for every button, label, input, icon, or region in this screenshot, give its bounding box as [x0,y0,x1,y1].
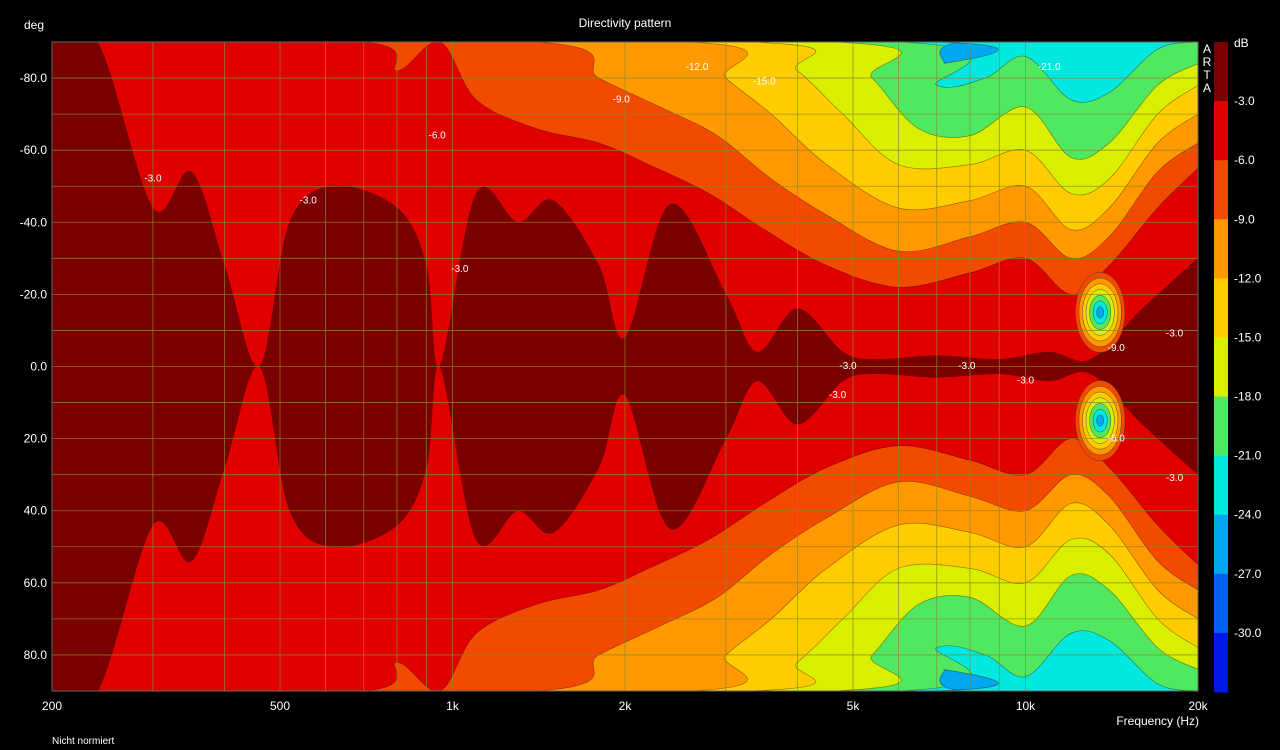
brand-letter: R [1203,55,1212,69]
colorbar-tick-label: -24.0 [1234,508,1262,522]
colorbar-tick-label: -15.0 [1234,330,1262,344]
contour-label: -12.0 [686,62,709,73]
contour-label: -6.0 [428,130,446,141]
contour-label: -3.0 [451,264,469,275]
level-region-m18-upper [52,42,1198,160]
colorbar-tick-label: -27.0 [1234,567,1262,581]
y-tick-label: -80.0 [20,71,48,85]
colorbar: -3.0 -6.0 -9.0 -12.0 -15.0 -18.0 -21.0 -24.0 -27… [1214,42,1262,693]
brand-letter: A [1203,42,1211,56]
x-tick-label: 20k [1188,699,1208,713]
grid [52,42,1198,691]
contour-label: -3.0 [1017,376,1035,387]
colorbar-swatch [1214,101,1228,161]
contour-label: -9.0 [1108,343,1126,354]
x-tick-label: 500 [270,699,290,713]
colorbar-swatch [1214,514,1228,575]
colorbar-tick-label: -18.0 [1234,390,1262,404]
footer-note: Nicht normiert [52,736,114,747]
brand-backdrop [1199,42,1214,96]
brand-letter: A [1203,81,1211,95]
level-region-m24-upper [52,42,1198,64]
null-ring-1-m24 [1096,414,1104,427]
y-tick-label: -40.0 [20,215,48,229]
y-tick-label: 0.0 [30,360,47,374]
null-ring-0-m24 [1096,306,1104,319]
plot-frame [51,41,1199,692]
colorbar-swatch [1214,337,1228,398]
y-axis-label: deg [24,18,44,32]
contour-label: -3.0 [300,195,318,206]
colorbar-tick-label: -21.0 [1234,449,1262,463]
colorbar-tick-label: -9.0 [1234,212,1255,226]
contour-label: -9.0 [613,94,631,105]
contour-label: -6.0 [1108,433,1126,444]
x-tick-label: 10k [1016,699,1036,713]
colorbar-swatch [1214,278,1228,338]
plot-area: -3.0 -3.0 -3.0 -6.0 -9.0 -12.0 -15.0 -21.0 -3.0 -… [52,42,1198,691]
level-region-m21-lower [52,630,1198,691]
x-tick-label: 5k [847,699,861,713]
colorbar-unit-label: dB [1234,36,1249,50]
colorbar-tick-label: -12.0 [1234,271,1262,285]
x-axis-label: Frequency (Hz) [1116,714,1199,728]
y-tick-label: 20.0 [24,432,48,446]
y-tick-label: 60.0 [24,576,48,590]
y-tick-label: 80.0 [24,648,48,662]
colorbar-tick-label: -6.0 [1234,153,1255,167]
colorbar-swatch [1214,160,1228,220]
contour-label: -15.0 [753,76,776,87]
y-tick-label: 40.0 [24,504,48,518]
contour-label: -3.0 [829,390,847,401]
contour-label: -21.0 [1038,62,1061,73]
x-tick-labels: 200 500 1k 2k 5k 10k 20k [42,699,1209,713]
y-tick-label: -60.0 [20,143,48,157]
x-tick-label: 1k [446,699,460,713]
contour-label: -3.0 [839,361,857,372]
colorbar-swatch [1214,219,1228,279]
colorbar-tick-label: -3.0 [1234,94,1255,108]
colorbar-swatch [1214,455,1228,516]
colorbar-tick-label: -30.0 [1234,626,1262,640]
colorbar-swatch [1214,632,1228,693]
level-region-m21-upper [52,42,1198,103]
x-tick-label: 2k [619,699,633,713]
contour-label: -3.0 [1166,329,1184,340]
level-region-m18-lower [52,573,1198,691]
contour-label: -3.0 [958,361,976,372]
chart-title: Directivity pattern [579,16,672,30]
brand-letter: T [1203,68,1211,82]
colorbar-swatch [1214,42,1228,102]
colorbar-swatch [1214,573,1228,634]
y-tick-label: -20.0 [20,287,48,301]
contour-label: -3.0 [144,174,162,185]
level-region-m24-lower [52,669,1198,691]
colorbar-swatch [1214,396,1228,457]
contour-label: -3.0 [1166,473,1184,484]
x-tick-label: 200 [42,699,62,713]
y-tick-labels: -80.0 -60.0 -40.0 -20.0 0.0 20.0 40.0 60.0 80.0 [20,71,48,662]
